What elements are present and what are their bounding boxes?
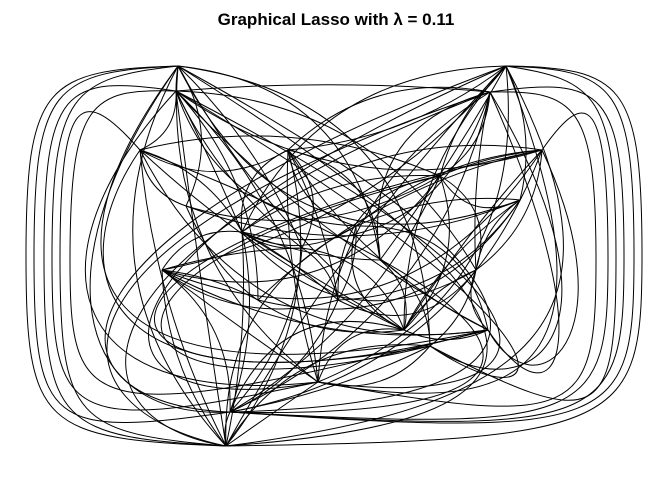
graph-edge bbox=[89, 65, 231, 413]
graph-edge bbox=[229, 149, 543, 413]
graph-edge bbox=[355, 225, 489, 331]
graph-edge bbox=[229, 247, 303, 413]
graph-edge bbox=[241, 144, 543, 233]
graph-edge bbox=[51, 65, 319, 411]
graph-edge bbox=[175, 90, 357, 227]
graph-edge bbox=[229, 65, 635, 424]
graph-edge bbox=[177, 65, 303, 249]
graph-edge bbox=[229, 231, 250, 413]
graph-edge bbox=[161, 269, 319, 383]
graph-edge bbox=[185, 175, 441, 222]
graph-edge bbox=[287, 149, 489, 331]
graph-edge bbox=[139, 90, 177, 151]
graph-edge bbox=[139, 149, 227, 447]
graph-edge bbox=[139, 149, 484, 413]
graph-edge bbox=[225, 344, 431, 447]
graph-edge bbox=[161, 230, 243, 271]
graph-edge bbox=[474, 91, 491, 271]
graph-edge bbox=[351, 225, 405, 331]
graph-edge bbox=[439, 175, 521, 209]
graph-edge bbox=[287, 149, 381, 261]
graph-edge bbox=[160, 175, 441, 370]
graph-edge bbox=[25, 65, 227, 447]
graph-edge bbox=[161, 269, 339, 310]
graph-edge bbox=[287, 149, 314, 249]
graph-edge bbox=[301, 247, 339, 301]
graph-edge bbox=[317, 91, 597, 407]
graph-edge bbox=[175, 90, 519, 378]
graph-edge bbox=[104, 65, 507, 413]
graph-edge bbox=[139, 149, 243, 233]
graph-edge bbox=[175, 90, 259, 301]
graph-edge bbox=[161, 269, 489, 336]
graph-edge bbox=[85, 90, 319, 386]
graph-edge bbox=[403, 199, 521, 331]
graph-edge bbox=[132, 65, 227, 447]
graph-edge bbox=[355, 197, 521, 227]
graph-edge bbox=[161, 269, 231, 413]
graph-edge bbox=[225, 231, 245, 447]
graph-edge bbox=[177, 65, 488, 447]
graph-edge bbox=[475, 149, 543, 271]
graph-edge bbox=[161, 269, 227, 447]
graph-edge bbox=[161, 247, 303, 271]
graph-edge bbox=[43, 85, 227, 447]
graph-edge bbox=[487, 149, 579, 366]
graph-edge bbox=[139, 135, 441, 177]
graph-edge bbox=[505, 65, 527, 201]
graph-edge bbox=[403, 175, 450, 331]
graph-edge bbox=[175, 90, 501, 389]
graph-edge bbox=[139, 149, 187, 207]
graph-edge bbox=[229, 86, 625, 422]
graph-edge bbox=[429, 91, 563, 370]
graph-edge bbox=[139, 149, 289, 172]
graph-edge bbox=[241, 231, 477, 302]
graph-edge bbox=[106, 91, 491, 447]
graph-edge bbox=[229, 299, 339, 413]
graph-edge bbox=[241, 175, 441, 233]
graph-edge bbox=[287, 86, 491, 151]
graph-edge bbox=[229, 112, 609, 420]
graph-edge bbox=[337, 269, 477, 316]
graph-edge bbox=[148, 65, 507, 390]
graph-edge bbox=[439, 91, 491, 177]
graph-edge bbox=[379, 259, 407, 331]
graph-edge bbox=[475, 199, 521, 271]
graph-edge bbox=[241, 91, 491, 241]
graph-edge bbox=[317, 65, 558, 394]
edge-layer bbox=[25, 65, 643, 447]
graph-edge bbox=[241, 65, 507, 233]
graph-edge bbox=[379, 259, 431, 347]
graph-edge bbox=[317, 328, 405, 383]
graph-edge bbox=[301, 247, 405, 331]
graph-edge bbox=[102, 149, 489, 363]
graph-edge bbox=[487, 91, 560, 374]
graph-edge bbox=[100, 65, 489, 355]
graph-edge bbox=[429, 65, 617, 401]
plot-title: Graphical Lasso with λ = 0.11 bbox=[217, 10, 455, 29]
graph-edge bbox=[403, 149, 543, 331]
graph-edge bbox=[33, 65, 231, 423]
graph-edge bbox=[175, 90, 303, 249]
graph-edge bbox=[175, 90, 477, 271]
graph-edge bbox=[175, 90, 227, 447]
graph-edge bbox=[161, 149, 543, 300]
graph-edge bbox=[403, 329, 489, 341]
graph-edge bbox=[225, 149, 302, 447]
graph-edge bbox=[225, 225, 357, 447]
graph-edge bbox=[470, 269, 489, 331]
graph-edge bbox=[225, 65, 643, 447]
graph-edge bbox=[177, 65, 431, 347]
